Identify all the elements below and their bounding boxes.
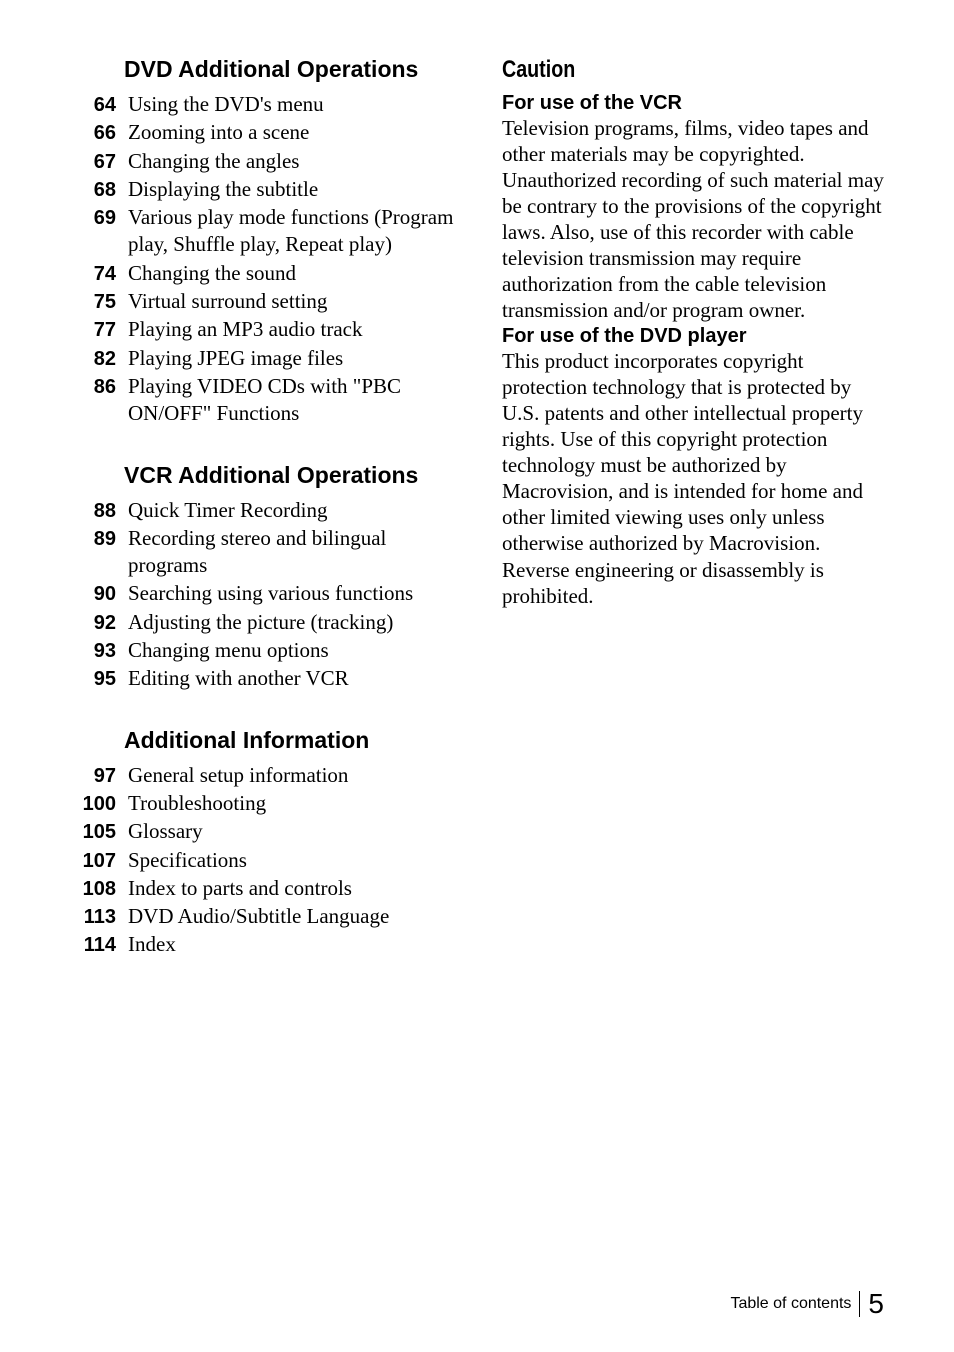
toc-item: 77Playing an MP3 audio track <box>74 316 458 343</box>
left-column: DVD Additional Operations 64Using the DV… <box>74 56 458 960</box>
toc-item: 68Displaying the subtitle <box>74 176 458 203</box>
toc-additional: 97General setup information 100Troublesh… <box>74 762 458 959</box>
toc-page: 100 <box>74 790 116 817</box>
toc-text: Glossary <box>116 818 203 845</box>
toc-text: Playing JPEG image files <box>116 345 343 372</box>
toc-text: Virtual surround setting <box>116 288 327 315</box>
toc-page: 69 <box>74 204 116 231</box>
toc-text: Playing VIDEO CDs with "PBC ON/OFF" Func… <box>116 373 458 428</box>
toc-dvd: 64Using the DVD's menu 66Zooming into a … <box>74 91 458 428</box>
toc-item: 100Troubleshooting <box>74 790 458 817</box>
toc-page: 114 <box>74 931 116 958</box>
toc-text: Various play mode functions (Program pla… <box>116 204 458 259</box>
caution-heading: Caution <box>502 56 815 84</box>
toc-page: 105 <box>74 818 116 845</box>
subheading-dvd: For use of the DVD player <box>502 325 884 348</box>
toc-item: 67Changing the angles <box>74 148 458 175</box>
toc-page: 92 <box>74 609 116 636</box>
toc-text: Adjusting the picture (tracking) <box>116 609 393 636</box>
toc-item: 64Using the DVD's menu <box>74 91 458 118</box>
toc-page: 77 <box>74 316 116 343</box>
section-title-dvd: DVD Additional Operations <box>124 56 458 83</box>
toc-page: 108 <box>74 875 116 902</box>
toc-page: 88 <box>74 497 116 524</box>
toc-item: 107Specifications <box>74 847 458 874</box>
toc-item: 89Recording stereo and bilingual program… <box>74 525 458 580</box>
toc-item: 95Editing with another VCR <box>74 665 458 692</box>
toc-text: Index <box>116 931 176 958</box>
toc-item: 92Adjusting the picture (tracking) <box>74 609 458 636</box>
section-title-vcr: VCR Additional Operations <box>124 462 458 489</box>
toc-page: 90 <box>74 580 116 607</box>
footer-label: Table of contents <box>730 1295 851 1313</box>
toc-item: 82Playing JPEG image files <box>74 345 458 372</box>
toc-text: Playing an MP3 audio track <box>116 316 362 343</box>
toc-item: 88Quick Timer Recording <box>74 497 458 524</box>
subheading-vcr: For use of the VCR <box>502 92 884 115</box>
toc-page: 107 <box>74 847 116 874</box>
toc-text: General setup information <box>116 762 348 789</box>
toc-item: 90Searching using various functions <box>74 580 458 607</box>
toc-text: Troubleshooting <box>116 790 266 817</box>
page-footer: Table of contents 5 <box>730 1288 884 1320</box>
toc-item: 93Changing menu options <box>74 637 458 664</box>
right-column: Caution For use of the VCR Television pr… <box>502 56 884 960</box>
toc-page: 67 <box>74 148 116 175</box>
body-text-vcr: Television programs, films, video tapes … <box>502 115 884 323</box>
toc-text: DVD Audio/Subtitle Language <box>116 903 389 930</box>
toc-item: 105Glossary <box>74 818 458 845</box>
toc-item: 108Index to parts and controls <box>74 875 458 902</box>
toc-text: Quick Timer Recording <box>116 497 328 524</box>
toc-page: 64 <box>74 91 116 118</box>
toc-item: 74Changing the sound <box>74 260 458 287</box>
toc-text: Specifications <box>116 847 247 874</box>
toc-text: Searching using various functions <box>116 580 413 607</box>
toc-text: Displaying the subtitle <box>116 176 318 203</box>
toc-vcr: 88Quick Timer Recording 89Recording ster… <box>74 497 458 693</box>
toc-page: 82 <box>74 345 116 372</box>
toc-text: Changing the sound <box>116 260 296 287</box>
footer-page-number: 5 <box>868 1288 884 1320</box>
toc-text: Recording stereo and bilingual programs <box>116 525 458 580</box>
toc-page: 75 <box>74 288 116 315</box>
toc-item: 113DVD Audio/Subtitle Language <box>74 903 458 930</box>
toc-page: 66 <box>74 119 116 146</box>
section-title-additional: Additional Information <box>124 727 458 754</box>
page: DVD Additional Operations 64Using the DV… <box>0 0 954 1352</box>
toc-text: Using the DVD's menu <box>116 91 324 118</box>
footer-divider <box>859 1291 860 1317</box>
toc-item: 114Index <box>74 931 458 958</box>
toc-item: 75Virtual surround setting <box>74 288 458 315</box>
toc-item: 66Zooming into a scene <box>74 119 458 146</box>
toc-page: 95 <box>74 665 116 692</box>
toc-item: 86Playing VIDEO CDs with "PBC ON/OFF" Fu… <box>74 373 458 428</box>
toc-text: Changing menu options <box>116 637 329 664</box>
two-column-layout: DVD Additional Operations 64Using the DV… <box>74 56 884 960</box>
toc-page: 86 <box>74 373 116 400</box>
toc-page: 113 <box>74 903 116 930</box>
body-text-dvd: This product incorporates copyright prot… <box>502 348 884 608</box>
toc-item: 97General setup information <box>74 762 458 789</box>
toc-text: Changing the angles <box>116 148 299 175</box>
toc-page: 68 <box>74 176 116 203</box>
toc-text: Index to parts and controls <box>116 875 352 902</box>
toc-page: 74 <box>74 260 116 287</box>
toc-text: Editing with another VCR <box>116 665 349 692</box>
toc-page: 97 <box>74 762 116 789</box>
toc-text: Zooming into a scene <box>116 119 309 146</box>
toc-page: 93 <box>74 637 116 664</box>
toc-item: 69Various play mode functions (Program p… <box>74 204 458 259</box>
toc-page: 89 <box>74 525 116 552</box>
